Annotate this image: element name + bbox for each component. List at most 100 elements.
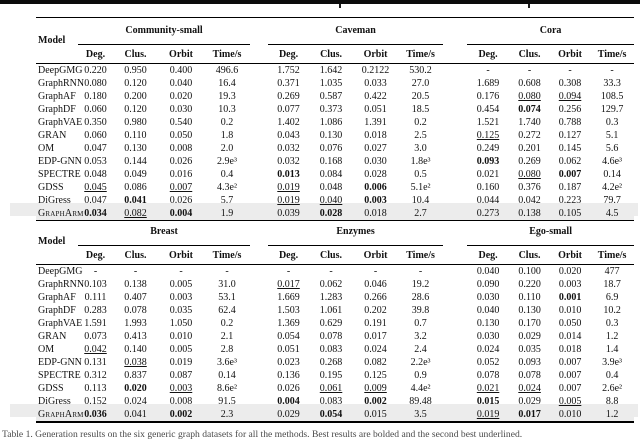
metric-header: Deg. [467, 44, 510, 64]
model-name: DiGress [38, 396, 71, 407]
metric-value: 0.191 [364, 318, 387, 329]
metric-value: 108.5 [600, 91, 624, 102]
column-gap [250, 103, 268, 116]
metric-value: 0.130 [319, 130, 343, 141]
metric-value: 0.019 [277, 195, 300, 206]
metric-value: 0.125 [476, 130, 500, 141]
column-gap [443, 64, 467, 78]
column-gap [250, 317, 268, 330]
metric-value: 0.030 [169, 104, 193, 115]
metric-value: - [179, 266, 183, 277]
model-name: DeepGMG [38, 65, 83, 76]
metric-value: 0.060 [84, 130, 107, 141]
metric-value: 0.422 [364, 91, 387, 102]
metric-value: 0.043 [277, 130, 300, 141]
metric-header-row: Deg. Clus. Orbit Time/s Deg. Clus. Orbit… [36, 44, 635, 64]
table-row: DiGress 0.047 0.041 0.026 5.7 0.019 0.040 0.003… [36, 194, 634, 207]
model-name: GDSS [38, 182, 64, 193]
metric-value: 19.3 [218, 91, 236, 102]
metric-value: 0.086 [124, 182, 147, 193]
metric-value: 0.026 [169, 195, 193, 206]
metric-value: 0.024 [518, 383, 541, 394]
metric-value: 0.082 [124, 208, 147, 219]
metric-value: 0.015 [364, 409, 387, 420]
metric-value: 0.041 [124, 195, 147, 206]
column-gap [443, 304, 467, 317]
metric-value: 0.268 [319, 357, 343, 368]
model-column-header: Model [36, 17, 78, 64]
table-row: GraphAF 0.111 0.407 0.003 53.1 1.669 1.283 0.26… [36, 291, 634, 304]
column-gap [250, 77, 268, 90]
table-row: GraphVAE 0.350 0.980 0.540 0.2 1.402 1.086 1.39… [36, 116, 634, 129]
metric-value: 0.312 [84, 370, 107, 381]
metric-value: 0.400 [169, 65, 193, 76]
metric-value: 0.045 [84, 182, 107, 193]
model-name: GraphAF [38, 91, 76, 102]
column-gap [250, 155, 268, 168]
column-gap [443, 142, 467, 155]
metric-value: 0.223 [558, 195, 582, 206]
metric-value: 1.8e³ [410, 156, 431, 167]
metric-value: - [93, 266, 98, 277]
column-gap [250, 219, 269, 265]
model-name: GraphVAE [38, 318, 83, 329]
metric-value: 0.078 [518, 370, 541, 381]
metric-value: 0.105 [558, 208, 582, 219]
metric-value: 5.6 [605, 143, 619, 154]
metric-value: 0.080 [518, 91, 541, 102]
metric-value: 1.369 [277, 318, 300, 329]
metric-value: 0.084 [319, 169, 343, 180]
metric-value: 2.7 [414, 208, 427, 219]
metric-value: 4.2e² [602, 182, 623, 193]
metric-value: 0.160 [476, 182, 500, 193]
metric-value: 0.016 [169, 169, 193, 180]
metric-value: 0.113 [84, 383, 107, 394]
metric-value: 0.176 [476, 91, 500, 102]
metric-value: 1.086 [319, 117, 343, 128]
table-row: OM 0.047 0.130 0.008 2.0 0.032 0.076 0.027 3.0 0.… [36, 142, 634, 155]
metric-value: 1.050 [169, 318, 193, 329]
metric-value: 0.024 [364, 344, 387, 355]
metric-value: 0.110 [518, 292, 541, 303]
metric-value: 0.040 [319, 195, 343, 206]
column-gap [250, 343, 268, 356]
metric-value: 0.3 [605, 117, 619, 128]
metric-value: 0.140 [124, 344, 147, 355]
metric-value: 0.003 [364, 195, 387, 206]
metric-value: 0.788 [558, 117, 582, 128]
metric-value: 0.036 [84, 409, 107, 420]
metric-value: 0.026 [169, 156, 193, 167]
metric-value: 0.004 [169, 208, 193, 219]
metric-value: 0.078 [124, 305, 147, 316]
metric-value: 0.076 [319, 143, 343, 154]
metric-value: 0.028 [319, 208, 343, 219]
metric-header: Time/s [398, 44, 444, 64]
column-gap [443, 356, 467, 369]
metric-value: 1.402 [277, 117, 300, 128]
metric-value: 33.3 [603, 78, 621, 89]
metric-header: Orbit [353, 44, 399, 64]
metric-value: 0.371 [277, 78, 300, 89]
metric-value: 0.040 [169, 78, 193, 89]
column-gap [250, 291, 268, 304]
column-gap [250, 116, 268, 129]
column-gap [250, 265, 268, 279]
metric-header-row: Deg. Clus. Orbit Time/s Deg. Clus. Orbit… [36, 245, 635, 265]
metric-value: 62.4 [218, 305, 236, 316]
metric-value: 0.2122 [361, 65, 390, 76]
metric-value: 0.090 [476, 279, 500, 290]
model-name: OM [38, 344, 55, 355]
metric-value: 27.0 [411, 78, 430, 89]
metric-value: 0.005 [558, 396, 582, 407]
table-row: EDP-GNN 0.131 0.038 0.019 3.6e³ 0.023 0.268 0.0… [36, 356, 634, 369]
dataset-group-header: Caveman [268, 17, 444, 45]
metric-value: 20.5 [411, 91, 430, 102]
column-gap [443, 343, 467, 356]
metric-value: 1.035 [319, 78, 343, 89]
column-gap [443, 194, 467, 207]
metric-value: 0.14 [218, 370, 236, 381]
metric-value: 0.033 [364, 78, 387, 89]
metric-value: 0.061 [319, 383, 343, 394]
table-row: DiGress 0.152 0.024 0.008 91.5 0.004 0.083 0.00… [36, 395, 634, 408]
metric-value: 0.152 [84, 396, 107, 407]
